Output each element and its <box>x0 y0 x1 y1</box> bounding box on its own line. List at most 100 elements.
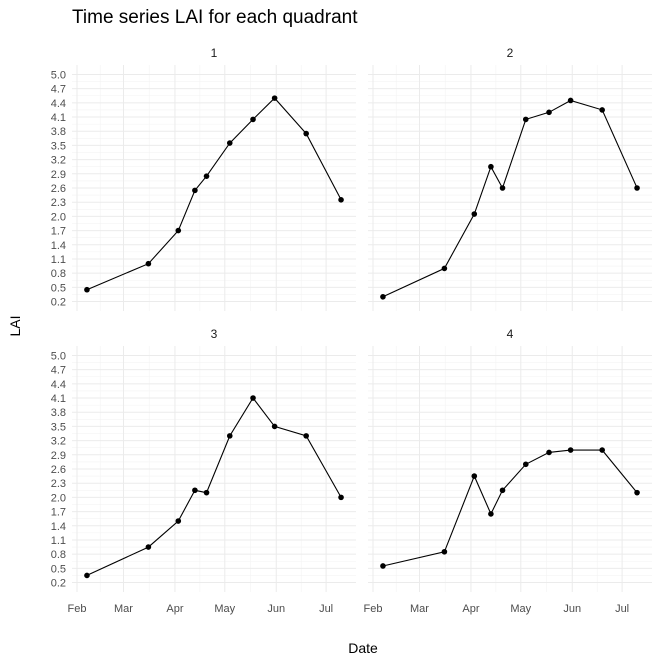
y-tick-label: 3.5 <box>51 140 66 152</box>
y-tick-label: 2.6 <box>51 464 66 476</box>
data-point <box>145 260 152 267</box>
x-tick-label: Mar <box>114 603 133 615</box>
data-point <box>380 563 386 569</box>
data-point <box>84 572 90 579</box>
x-tick-label: Jun <box>563 603 581 615</box>
y-tick-label: 2.3 <box>51 478 66 490</box>
series-line <box>382 449 638 567</box>
facet-label: 3 <box>211 327 218 341</box>
y-tick-label: 0.5 <box>51 282 66 294</box>
data-point <box>567 447 574 453</box>
facet-label: 4 <box>507 327 514 341</box>
facet-label: 2 <box>507 46 514 60</box>
chart-title: Time series LAI for each quadrant <box>72 7 358 28</box>
y-tick-label: 1.4 <box>51 521 66 533</box>
panel-1: 1 0.2 0.5 0.8 1.1 1.4 1.7 2.0 2.3 2.6 2.9 3.2 3.5 3.8… <box>51 46 356 311</box>
data-point <box>271 95 278 101</box>
panel-4: 4 Feb Mar Apr May Jun Jul <box>363 327 652 615</box>
x-axis-title: Date <box>348 640 378 656</box>
y-tick-label: 4.1 <box>51 112 66 124</box>
facet-panels: 1 0.2 0.5 0.8 1.1 1.4 1.7 2.0 2.3 2.6 2.9 3.2 3.5 3.8… <box>51 46 652 615</box>
data-point <box>203 489 210 496</box>
y-tick-label: 3.5 <box>51 421 66 433</box>
data-point <box>567 97 574 104</box>
data-point <box>303 433 309 439</box>
y-tick-label: 2.0 <box>51 211 66 223</box>
y-tick-label: 0.8 <box>51 549 66 561</box>
data-point <box>84 286 90 293</box>
y-tick-label: 4.7 <box>51 365 66 377</box>
x-tick-label: Mar <box>410 603 429 615</box>
data-point <box>546 449 552 456</box>
data-point <box>203 173 210 179</box>
x-tick-label: May <box>510 603 531 615</box>
y-tick-label: 3.8 <box>51 126 66 138</box>
data-point <box>338 197 344 203</box>
data-point <box>303 130 309 137</box>
x-tick-label: May <box>214 603 235 615</box>
y-tick-label: 1.4 <box>51 240 66 252</box>
y-tick-label: 1.1 <box>51 254 66 266</box>
data-point <box>546 109 552 116</box>
y-tick-label: 2.9 <box>51 169 66 181</box>
data-point <box>441 265 448 272</box>
data-point <box>441 548 448 555</box>
y-tick-label: 2.0 <box>51 492 66 504</box>
y-axis-title: LAI <box>7 315 23 336</box>
y-tick-label: 3.2 <box>51 155 66 167</box>
data-point <box>192 487 198 494</box>
y-tick-label: 4.4 <box>51 379 66 391</box>
facet-label: 1 <box>211 46 218 60</box>
x-tick-label: Apr <box>166 603 183 615</box>
y-tick-label: 3.8 <box>51 407 66 419</box>
data-point <box>226 140 233 146</box>
y-tick-label: 4.1 <box>51 393 66 405</box>
panel-3: 3 0.2 0.5 0.8 1.1 1.4 1.7 2.0 2.3 2.6 2.9 3.2 3.5 3.8… <box>51 327 356 615</box>
data-point <box>145 544 152 550</box>
x-tick-label: Jun <box>267 603 285 615</box>
y-tick-label: 0.2 <box>51 578 66 590</box>
y-tick-label: 2.9 <box>51 450 66 462</box>
data-point <box>226 433 233 439</box>
y-tick-label: 5.0 <box>51 69 66 81</box>
y-tick-label: 1.7 <box>51 507 66 519</box>
y-tick-label: 0.2 <box>51 297 66 309</box>
data-point <box>338 494 344 501</box>
y-tick-label: 0.5 <box>51 563 66 575</box>
data-point <box>488 511 494 517</box>
data-point <box>499 487 506 494</box>
data-point <box>175 227 182 234</box>
data-point <box>599 447 605 453</box>
y-tick-label: 4.7 <box>51 84 66 96</box>
panel-2: 2 <box>368 46 652 311</box>
data-point <box>522 461 529 468</box>
y-tick-label: 2.6 <box>51 183 66 195</box>
series-line <box>86 97 342 291</box>
y-tick-label: 4.4 <box>51 98 66 110</box>
data-point <box>471 211 478 217</box>
data-point <box>250 395 256 401</box>
x-tick-label: Jul <box>615 603 629 615</box>
data-point <box>250 116 256 123</box>
data-point <box>471 473 478 479</box>
y-tick-label: 1.7 <box>51 226 66 238</box>
series-line <box>86 397 342 576</box>
series-line <box>382 99 638 298</box>
data-point <box>380 294 386 300</box>
data-point <box>175 518 182 524</box>
x-tick-label: Feb <box>363 603 382 615</box>
data-point <box>192 187 198 194</box>
y-tick-label: 0.8 <box>51 268 66 280</box>
data-point <box>522 116 529 123</box>
data-point <box>499 185 506 191</box>
data-point <box>271 423 278 430</box>
x-tick-label: Feb <box>67 603 86 615</box>
x-tick-label: Apr <box>462 603 479 615</box>
x-tick-label: Jul <box>319 603 333 615</box>
data-point <box>488 163 494 170</box>
y-tick-label: 1.1 <box>51 535 66 547</box>
data-point <box>599 107 605 113</box>
data-point <box>634 185 640 191</box>
y-tick-label: 2.3 <box>51 197 66 209</box>
y-tick-label: 5.0 <box>51 350 66 362</box>
